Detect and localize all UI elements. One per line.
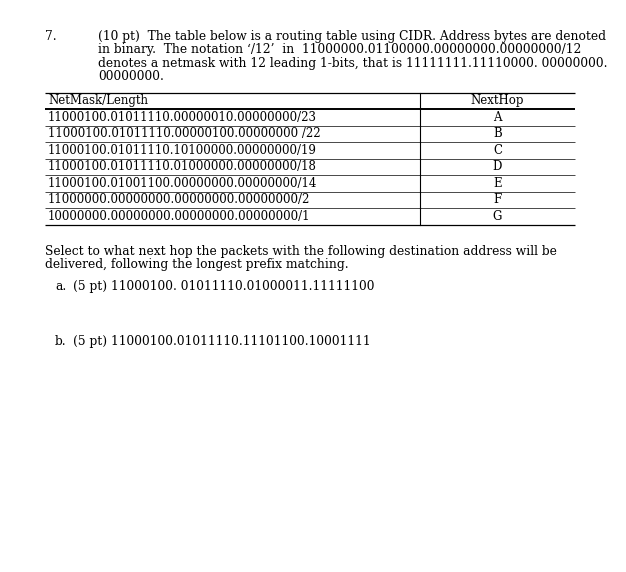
Text: 10000000.00000000.00000000.00000000/1: 10000000.00000000.00000000.00000000/1 xyxy=(48,210,310,223)
Text: 11000100.01011110.10100000.00000000/19: 11000100.01011110.10100000.00000000/19 xyxy=(48,144,317,157)
Text: (10 pt)  The table below is a routing table using CIDR. Address bytes are denote: (10 pt) The table below is a routing tab… xyxy=(98,30,606,43)
Text: NetMask/Length: NetMask/Length xyxy=(48,94,148,108)
Text: A: A xyxy=(493,111,502,124)
Text: 00000000.: 00000000. xyxy=(98,70,164,84)
Text: 11000000.00000000.00000000.00000000/2: 11000000.00000000.00000000.00000000/2 xyxy=(48,193,310,206)
Text: D: D xyxy=(493,160,502,173)
Text: denotes a netmask with 12 leading 1-bits, that is 11111111.11110000. 00000000.: denotes a netmask with 12 leading 1-bits… xyxy=(98,57,607,70)
Text: Select to what next hop the packets with the following destination address will : Select to what next hop the packets with… xyxy=(45,244,557,257)
Text: b.: b. xyxy=(55,335,66,348)
Text: C: C xyxy=(493,144,502,157)
Text: 7.: 7. xyxy=(45,30,56,43)
Text: B: B xyxy=(493,127,502,140)
Text: NextHop: NextHop xyxy=(471,94,524,108)
Text: 11000100.01011110.01000000.00000000/18: 11000100.01011110.01000000.00000000/18 xyxy=(48,160,317,173)
Text: 11000100.01001100.00000000.00000000/14: 11000100.01001100.00000000.00000000/14 xyxy=(48,177,317,190)
Text: (5 pt) 11000100.01011110.11101100.10001111: (5 pt) 11000100.01011110.11101100.100011… xyxy=(73,335,371,348)
Text: 11000100.01011110.00000100.00000000 /22: 11000100.01011110.00000100.00000000 /22 xyxy=(48,127,321,140)
Text: G: G xyxy=(493,210,502,223)
Text: in binary.  The notation ‘/12’  in  11000000.01100000.00000000.00000000/12: in binary. The notation ‘/12’ in 1100000… xyxy=(98,43,582,57)
Text: a.: a. xyxy=(55,280,66,293)
Text: 11000100.01011110.00000010.00000000/23: 11000100.01011110.00000010.00000000/23 xyxy=(48,111,317,124)
Text: delivered, following the longest prefix matching.: delivered, following the longest prefix … xyxy=(45,258,349,271)
Text: F: F xyxy=(493,193,501,206)
Text: (5 pt) 11000100. 01011110.01000011.11111100: (5 pt) 11000100. 01011110.01000011.11111… xyxy=(73,280,374,293)
Text: E: E xyxy=(493,177,502,190)
